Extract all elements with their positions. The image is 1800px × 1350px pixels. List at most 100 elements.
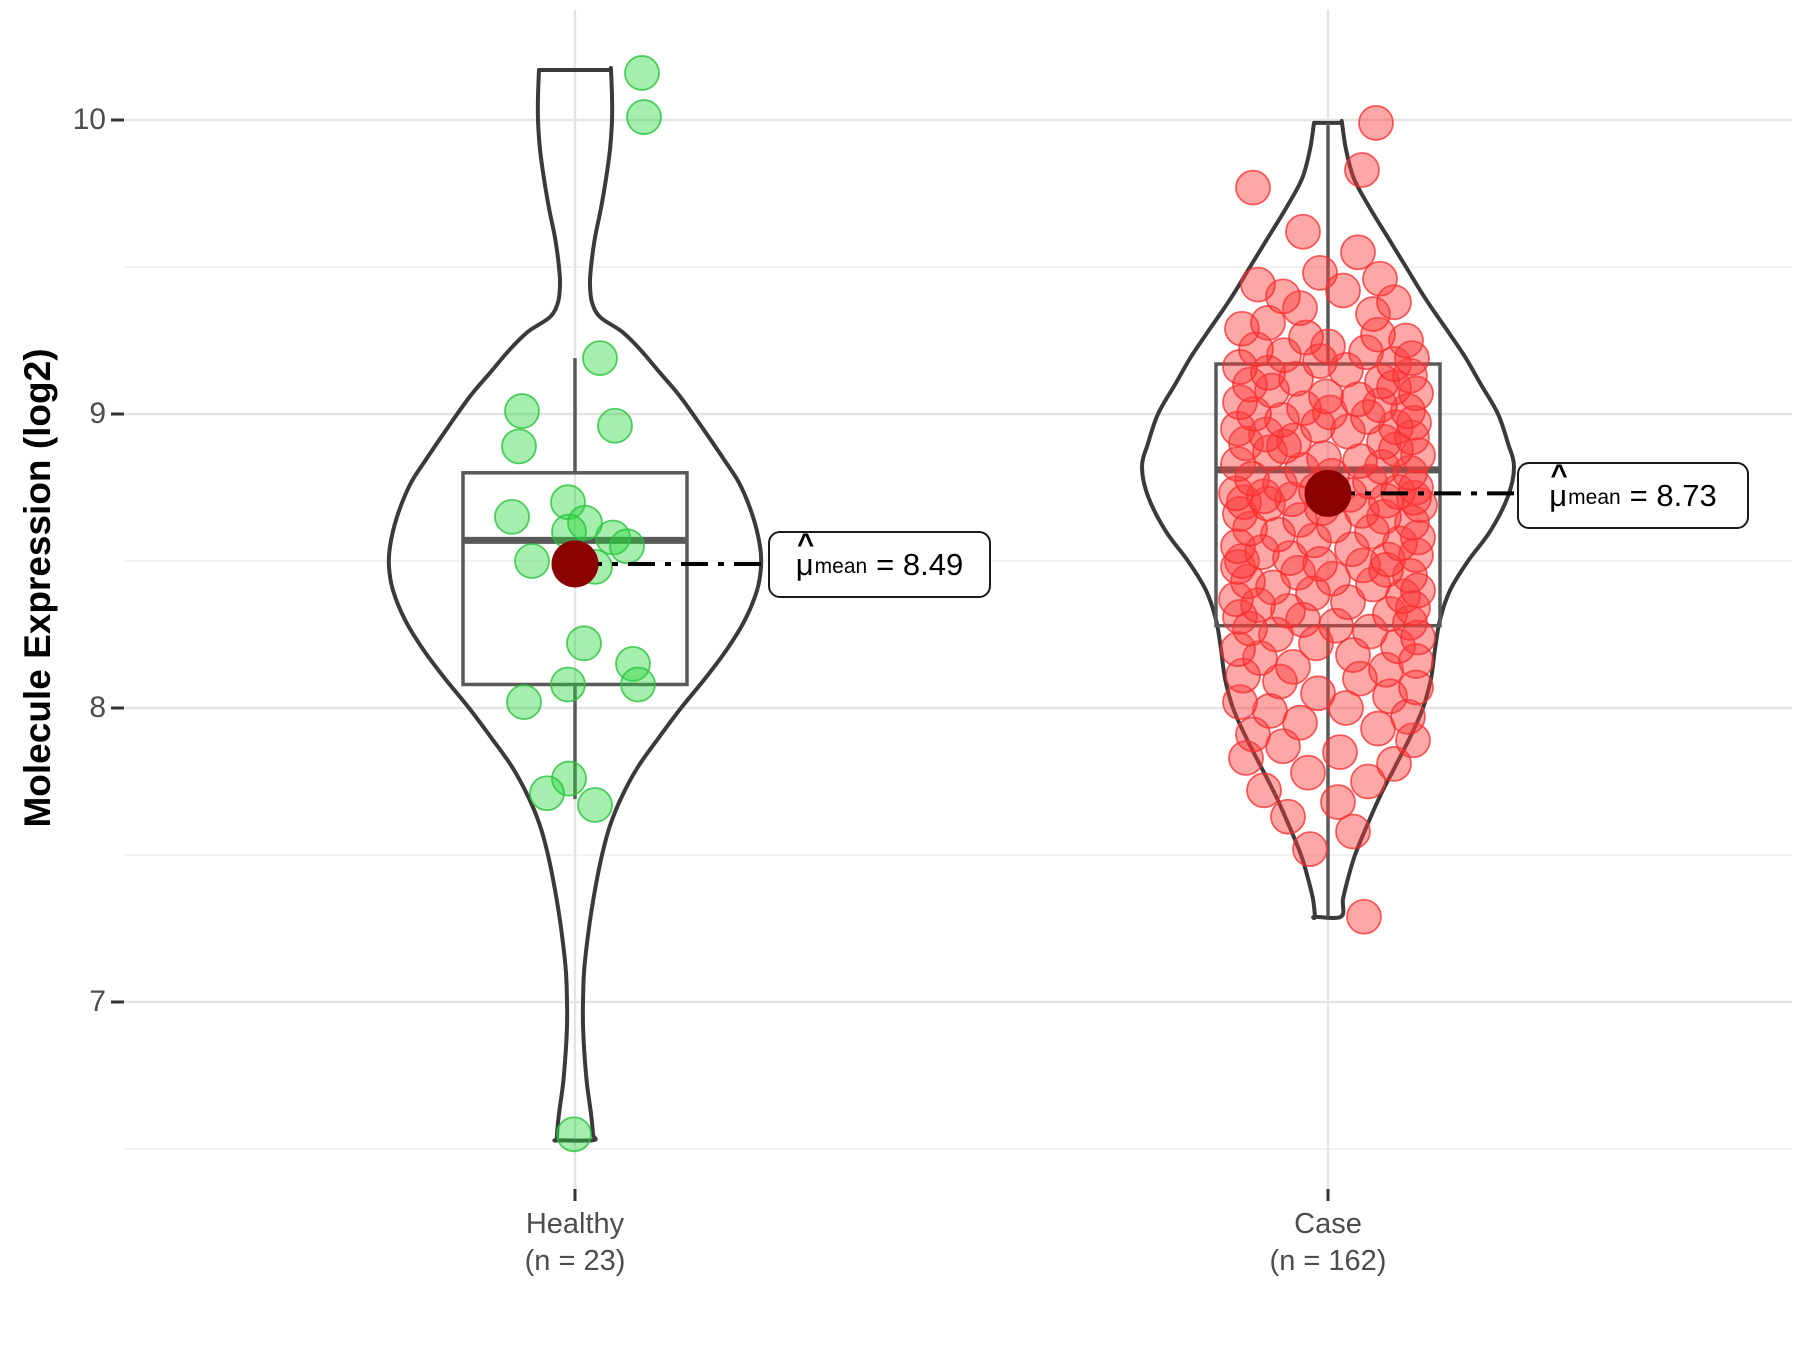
x-category-label-case-n: (n = 162)	[1269, 1245, 1387, 1277]
mu-hat-symbol: ^ μ	[1549, 459, 1568, 514]
jitter-point-case	[1302, 254, 1338, 291]
jitter-point-case	[1234, 460, 1270, 497]
jitter-point-case	[1264, 401, 1300, 438]
jitter-point-case	[1376, 745, 1412, 782]
jitter-point-case	[1362, 260, 1398, 297]
jitter-point-case	[1218, 581, 1254, 618]
jitter-point-case	[1328, 690, 1364, 726]
jitter-point-case	[1262, 466, 1298, 503]
jitter-point-healthy	[626, 99, 662, 135]
jitter-point-healthy	[566, 625, 602, 662]
jitter-point-healthy	[551, 760, 587, 797]
jitter-point-case	[1310, 328, 1346, 365]
jitter-point-case	[1292, 831, 1328, 868]
jitter-point-case	[1346, 898, 1382, 935]
mean-annotation-case: ^ μ mean = 8.73	[1517, 459, 1749, 529]
jitter-point-healthy	[597, 407, 633, 444]
jitter-point-healthy	[615, 646, 651, 682]
jitter-point-case	[1275, 648, 1311, 685]
jitter-point-healthy	[567, 504, 603, 541]
jitter-point-case	[1262, 663, 1298, 700]
jitter-point-healthy	[550, 666, 586, 703]
jitter-point-case	[1398, 669, 1434, 706]
x-category-label-healthy-n: (n = 23)	[524, 1245, 626, 1277]
jitter-point-case	[1390, 698, 1426, 735]
jitter-point-case	[1302, 546, 1338, 582]
jitter-point-case	[1252, 693, 1288, 729]
jitter-point-healthy	[556, 1116, 592, 1153]
jitter-point-healthy	[504, 393, 540, 429]
jitter-point-case	[1354, 513, 1390, 550]
x-category-label-healthy-name: Healthy	[525, 1208, 625, 1240]
jitter-point-healthy	[514, 543, 550, 579]
jitter-point-case	[1344, 152, 1380, 188]
mu-symbol: μ	[1549, 477, 1568, 513]
jitter-point-case	[1360, 710, 1396, 747]
hat-symbol: ^	[1550, 459, 1568, 493]
jitter-point-case	[1290, 754, 1326, 791]
jitter-point-case	[1315, 560, 1351, 597]
jitter-point-case	[1388, 322, 1424, 359]
jitter-point-case	[1330, 413, 1366, 450]
y-axis-title: Molecule Expression (log2)	[17, 348, 58, 828]
jitter-point-case	[1286, 390, 1322, 427]
x-category-label-case-name: Case	[1294, 1208, 1362, 1240]
jitter-point-case	[1222, 598, 1258, 635]
jitter-point-case	[1232, 610, 1268, 647]
violin-outline-case	[1140, 118, 1516, 921]
violin-outline-healthy	[386, 66, 764, 1143]
jitter-point-case	[1222, 684, 1258, 721]
jitter-point-case	[1246, 772, 1282, 809]
jitter-point-case	[1306, 440, 1342, 477]
jitter-point-case	[1350, 763, 1386, 800]
jitter-point-case	[1220, 446, 1256, 482]
jitter-point-case	[1390, 393, 1426, 429]
jitter-point-case	[1398, 469, 1434, 506]
jitter-point-case	[1222, 384, 1258, 421]
jitter-point-healthy	[501, 428, 537, 465]
jitter-point-case	[1220, 631, 1256, 668]
jitter-point-case	[1288, 319, 1324, 356]
mean-dot-healthy	[551, 540, 599, 588]
jitter-point-case	[1340, 234, 1376, 271]
jitter-point-case	[1376, 284, 1412, 321]
mu-hat-symbol: ^ μ	[796, 528, 814, 583]
jitter-point-case	[1272, 540, 1308, 576]
y-tick-label: 7	[89, 985, 106, 1018]
jitter-point-case	[1348, 334, 1384, 371]
jitter-point-case	[1282, 704, 1318, 741]
jitter-point-case	[1254, 372, 1290, 409]
jitter-point-case	[1372, 596, 1408, 632]
jitter-point-case	[1308, 378, 1344, 415]
mean-dot-case	[1304, 469, 1352, 517]
jitter-point-case	[1232, 366, 1268, 403]
y-tick-label: 9	[89, 397, 106, 430]
jitter-point-case	[1220, 528, 1256, 565]
jitter-point-case	[1322, 734, 1358, 770]
jitter-point-case	[1358, 105, 1394, 141]
jitter-point-case	[1355, 296, 1391, 332]
jitter-point-case	[1295, 575, 1331, 612]
jitter-point-case	[1300, 675, 1336, 712]
jitter-point-healthy	[609, 528, 645, 565]
jitter-point-case	[1352, 463, 1388, 500]
hat-symbol: ^	[796, 528, 815, 562]
jitter-point-case	[1282, 501, 1318, 538]
jitter-point-healthy	[582, 340, 618, 377]
jitter-point-healthy	[529, 775, 565, 812]
mean-subscript: mean	[1568, 485, 1621, 509]
jitter-point-case	[1228, 740, 1264, 776]
mean-value-healthy: = 8.49	[876, 546, 964, 582]
jitter-point-case	[1392, 454, 1428, 491]
mean-subscript: mean	[814, 554, 868, 578]
mean-annotation-healthy: ^ μ mean = 8.49	[768, 528, 991, 598]
jitter-point-case	[1364, 363, 1400, 400]
jitter-point-case	[1395, 722, 1431, 759]
jitter-point-case	[1335, 813, 1371, 850]
y-tick-label: 10	[72, 103, 106, 136]
jitter-point-case	[1368, 651, 1404, 688]
jitter-point-case	[1238, 331, 1274, 368]
jitter-point-healthy	[506, 684, 542, 721]
